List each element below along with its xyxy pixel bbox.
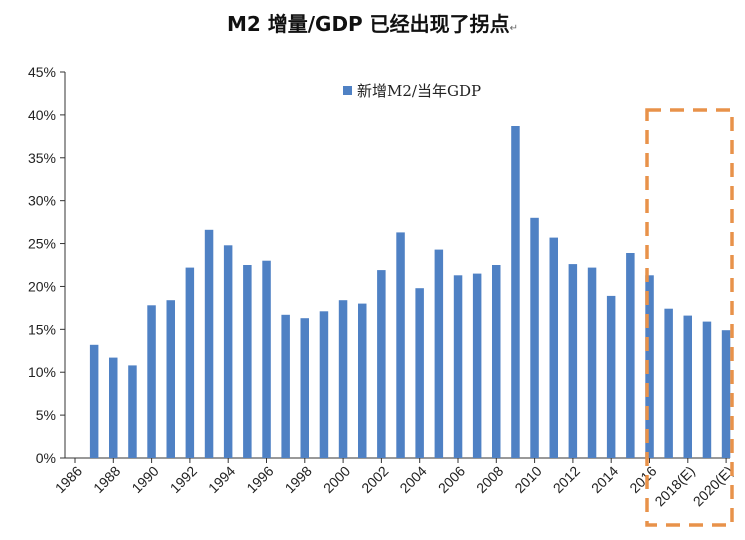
bar xyxy=(185,267,195,458)
title-return-mark: ↵ xyxy=(509,23,519,34)
x-tick-label: 2012 xyxy=(550,463,583,496)
bar xyxy=(89,344,99,458)
x-tick-label: 2014 xyxy=(588,463,621,496)
bar xyxy=(415,288,424,458)
bar xyxy=(606,295,616,458)
y-tick-label: 40% xyxy=(28,107,56,123)
bar xyxy=(223,245,233,458)
bar xyxy=(472,273,482,458)
bar xyxy=(109,357,118,458)
x-tick-label: 1992 xyxy=(167,463,200,496)
bar xyxy=(721,330,731,458)
y-tick-label: 45% xyxy=(28,64,56,80)
chart-title: M2 增量/GDP 已经出现了拐点↵ xyxy=(0,8,745,37)
x-tick-label: 2008 xyxy=(473,463,506,496)
x-tick-label: 2018(E) xyxy=(651,463,698,510)
x-tick-label: 1988 xyxy=(90,463,123,496)
y-tick-label: 25% xyxy=(28,236,56,252)
bar xyxy=(281,314,290,458)
y-tick-label: 20% xyxy=(28,278,56,294)
x-tick-label: 1990 xyxy=(128,463,161,496)
y-tick-label: 35% xyxy=(28,150,56,166)
forecast-highlight-box xyxy=(645,108,734,527)
bar xyxy=(492,265,501,458)
y-tick-label: 5% xyxy=(36,407,56,423)
bar xyxy=(128,365,137,458)
bar xyxy=(702,321,712,458)
x-tick-label: 2000 xyxy=(320,463,353,496)
bar xyxy=(664,308,673,458)
x-tick-label: 2020(E) xyxy=(690,463,737,510)
bar xyxy=(338,300,348,458)
x-tick-label: 1994 xyxy=(205,463,238,496)
bar xyxy=(549,237,558,458)
bar xyxy=(204,229,214,458)
bar xyxy=(358,303,367,458)
bar xyxy=(377,270,386,458)
y-tick-label: 30% xyxy=(28,193,56,209)
x-tick-label: 1986 xyxy=(52,463,85,496)
bar xyxy=(645,275,654,458)
bar xyxy=(568,264,578,458)
x-tick-label: 2016 xyxy=(626,463,659,496)
x-tick-label: 1996 xyxy=(243,463,276,496)
bar xyxy=(511,126,520,458)
legend-label: 新增M2/当年GDP xyxy=(357,82,481,100)
bar xyxy=(262,260,271,458)
bar xyxy=(396,232,405,458)
bar xyxy=(626,253,635,458)
legend-swatch xyxy=(343,86,352,95)
bar xyxy=(530,217,539,458)
y-tick-label: 15% xyxy=(28,321,56,337)
x-tick-label: 2006 xyxy=(435,463,468,496)
bar xyxy=(243,265,252,458)
bar xyxy=(683,315,692,458)
x-tick-label: 2002 xyxy=(358,463,391,496)
x-tick-label: 2010 xyxy=(511,463,544,496)
y-tick-label: 10% xyxy=(28,364,56,380)
bar xyxy=(300,318,309,458)
bar xyxy=(587,267,597,458)
bar xyxy=(434,249,444,458)
bar xyxy=(319,311,329,458)
chart-title-text: M2 增量/GDP 已经出现了拐点 xyxy=(226,12,510,36)
bar xyxy=(453,275,463,458)
bar xyxy=(166,300,175,458)
bar xyxy=(147,305,156,458)
x-tick-label: 1998 xyxy=(282,463,315,496)
x-tick-label: 2004 xyxy=(396,463,429,496)
y-tick-label: 0% xyxy=(36,450,56,466)
